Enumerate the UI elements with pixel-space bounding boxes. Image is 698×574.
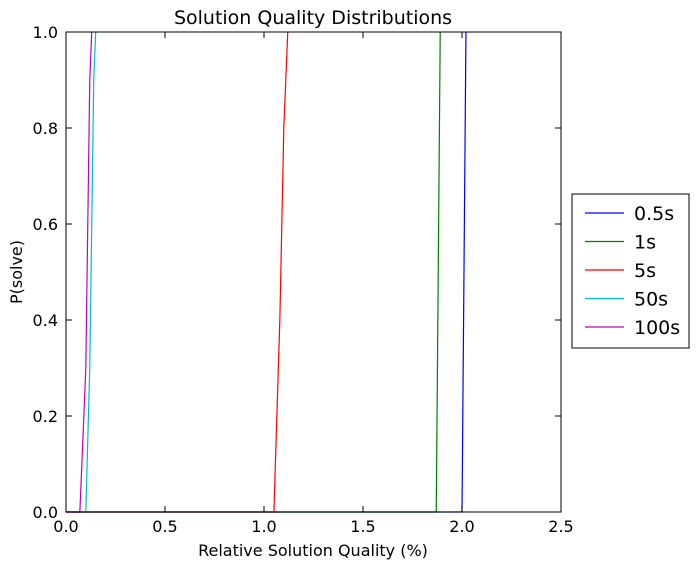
x-tick-label: 1.0 (251, 517, 276, 536)
y-tick-label: 0.0 (33, 503, 58, 522)
plot-area (66, 32, 561, 512)
chart-title: Solution Quality Distributions (174, 7, 452, 29)
x-tick-label: 0.0 (53, 517, 78, 536)
x-tick-label: 0.5 (152, 517, 177, 536)
y-tick-label: 0.2 (33, 407, 58, 426)
legend-label: 0.5s (634, 203, 674, 225)
x-tick-label: 2.0 (449, 517, 474, 536)
legend: 0.5s 1s 5s 50s 100s (571, 193, 690, 349)
ticks-layer: 0.0 0.5 1.0 1.5 2.0 2.5 0.0 0.2 0.4 0.6 0.8 1.0 (33, 23, 574, 536)
x-tick-label: 2.5 (548, 517, 573, 536)
legend-label: 100s (634, 317, 680, 339)
y-axis-title: P(solve) (7, 240, 26, 304)
legend-label: 50s (634, 289, 668, 311)
y-tick-label: 0.8 (33, 119, 58, 138)
y-tick-label: 0.4 (33, 311, 58, 330)
plot-frame (65, 31, 562, 513)
legend-label: 5s (634, 260, 656, 282)
y-tick-label: 1.0 (33, 23, 58, 42)
plot-background (66, 32, 561, 512)
x-tick-label: 1.5 (350, 517, 375, 536)
x-axis-title: Relative Solution Quality (%) (198, 541, 428, 560)
legend-box (571, 193, 690, 349)
y-tick-label: 0.6 (33, 215, 58, 234)
legend-label: 1s (634, 232, 656, 254)
